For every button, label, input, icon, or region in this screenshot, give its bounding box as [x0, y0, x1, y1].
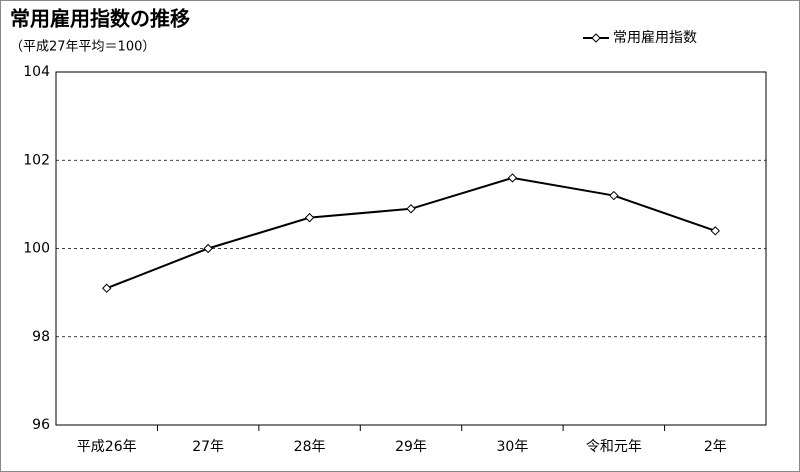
y-tick-label: 100 — [23, 241, 50, 257]
marker — [304, 212, 315, 223]
chart-subtitle: （平成27年平均＝100） — [10, 40, 155, 55]
x-tick-label: 令和元年 — [586, 439, 642, 455]
plot-area — [55, 71, 767, 426]
y-tick-label: 98 — [32, 329, 50, 345]
marker — [203, 243, 213, 254]
x-tick-label: 30年 — [497, 439, 529, 455]
marker — [406, 204, 416, 214]
marker — [710, 226, 720, 236]
legend-marker — [591, 33, 601, 43]
marker — [609, 190, 619, 201]
marker — [102, 283, 112, 293]
x-tick-label: 2年 — [704, 439, 727, 455]
marker — [507, 173, 518, 183]
x-tick-label: 28年 — [294, 439, 326, 455]
y-tick-label: 96 — [32, 417, 50, 433]
chart-title: 常用雇用指数の推移 — [10, 7, 190, 31]
y-tick-label: 104 — [23, 64, 50, 80]
y-tick-label: 102 — [23, 152, 50, 168]
legend-label: 常用雇用指数 — [613, 29, 697, 46]
x-tick-label: 平成26年 — [77, 439, 137, 455]
x-tick-label: 27年 — [192, 439, 224, 455]
x-tick-label: 29年 — [395, 439, 427, 455]
